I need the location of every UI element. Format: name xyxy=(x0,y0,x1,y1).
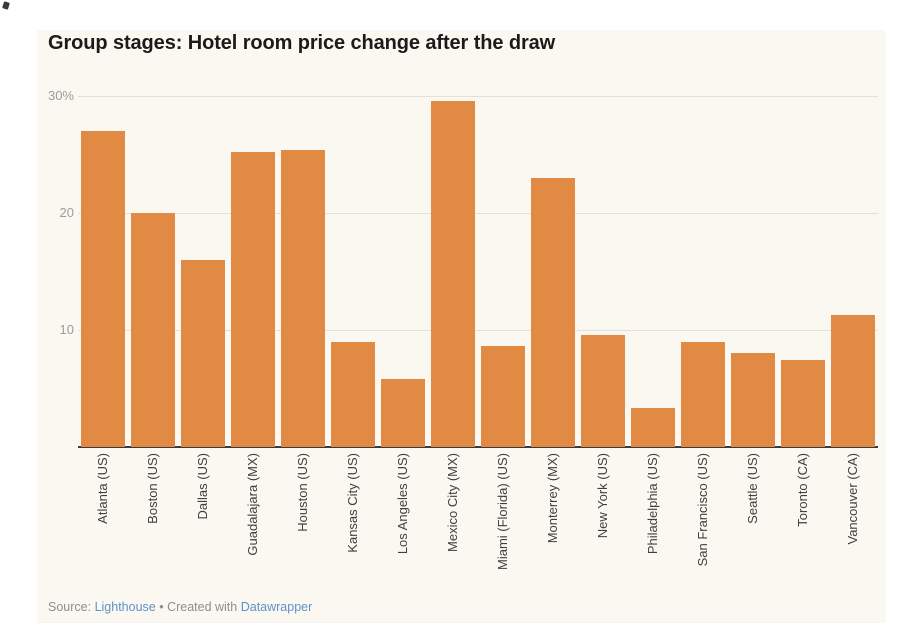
bar xyxy=(131,213,175,447)
x-axis-label: Philadelphia (US) xyxy=(628,453,678,598)
x-axis-label: Seattle (US) xyxy=(728,453,778,598)
x-axis-label: Miami (Florida) (US) xyxy=(478,453,528,598)
x-axis-label-text: New York (US) xyxy=(595,453,610,539)
x-axis-label-text: Toronto (CA) xyxy=(795,453,810,527)
x-axis-label-text: San Francisco (US) xyxy=(695,453,710,567)
x-axis-label: Mexico City (MX) xyxy=(428,453,478,598)
x-axis-label: New York (US) xyxy=(578,453,628,598)
y-axis-tick: 30% xyxy=(47,88,74,103)
bar xyxy=(681,341,725,447)
x-axis-label: Guadalajara (MX) xyxy=(228,453,278,598)
created-with-text: Created with xyxy=(167,600,241,614)
bar xyxy=(381,379,425,447)
bar xyxy=(831,314,875,447)
bar xyxy=(181,259,225,447)
chart-title: Group stages: Hotel room price change af… xyxy=(48,32,556,54)
separator: • xyxy=(155,600,168,614)
x-axis-label: Toronto (CA) xyxy=(778,453,828,598)
bar xyxy=(781,360,825,447)
bar xyxy=(731,353,775,447)
x-axis-label-text: Miami (Florida) (US) xyxy=(495,453,510,570)
y-axis-tick: 20 xyxy=(59,205,74,220)
x-axis-label: Monterrey (MX) xyxy=(528,453,578,598)
x-axis-label-text: Monterrey (MX) xyxy=(545,453,560,544)
bar xyxy=(531,177,575,447)
x-axis-label-text: Atlanta (US) xyxy=(95,453,110,524)
screenshot-artifact xyxy=(2,1,10,10)
gridline xyxy=(78,96,878,97)
x-axis-label-text: Los Angeles (US) xyxy=(395,453,410,555)
x-axis-label: Boston (US) xyxy=(128,453,178,598)
source-prefix: Source: xyxy=(48,600,95,614)
x-axis-label: Kansas City (US) xyxy=(328,453,378,598)
x-axis-label: Atlanta (US) xyxy=(78,453,128,598)
x-axis-label-text: Boston (US) xyxy=(145,453,160,524)
x-axis-label-text: Kansas City (US) xyxy=(345,453,360,553)
x-axis-label: Houston (US) xyxy=(278,453,328,598)
x-axis-label: San Francisco (US) xyxy=(678,453,728,598)
bar xyxy=(331,341,375,447)
source-link[interactable]: Lighthouse xyxy=(94,600,156,614)
x-axis-label-text: Seattle (US) xyxy=(745,453,760,524)
bar xyxy=(481,346,525,447)
x-axis-label-text: Dallas (US) xyxy=(195,453,210,520)
attribution: Source: Lighthouse • Created with Datawr… xyxy=(48,600,312,614)
bar xyxy=(231,152,275,447)
chart-panel: Group stages: Hotel room price change af… xyxy=(37,30,885,622)
bar xyxy=(631,408,675,447)
x-axis-label: Dallas (US) xyxy=(178,453,228,598)
gridline xyxy=(78,213,878,214)
bar xyxy=(281,149,325,447)
datawrapper-link[interactable]: Datawrapper xyxy=(240,600,313,614)
bar xyxy=(581,334,625,447)
x-axis-label-text: Philadelphia (US) xyxy=(645,453,660,555)
gridline xyxy=(78,330,878,331)
x-axis-label-text: Vancouver (CA) xyxy=(845,453,860,545)
x-axis-label-text: Mexico City (MX) xyxy=(445,453,460,552)
x-axis-label-text: Houston (US) xyxy=(295,453,310,532)
bar xyxy=(81,131,125,447)
bar-chart: Atlanta (US) Boston (US) Dallas (US) Guadal… xyxy=(48,88,878,570)
x-axis-label: Los Angeles (US) xyxy=(378,453,428,598)
y-axis-tick: 10 xyxy=(59,322,74,337)
x-axis-label-text: Guadalajara (MX) xyxy=(245,453,260,556)
x-axis-labels: Atlanta (US) Boston (US) Dallas (US) Guadal… xyxy=(78,453,878,598)
x-axis-line xyxy=(78,446,878,448)
x-axis-label: Vancouver (CA) xyxy=(828,453,878,598)
bar xyxy=(431,100,475,447)
